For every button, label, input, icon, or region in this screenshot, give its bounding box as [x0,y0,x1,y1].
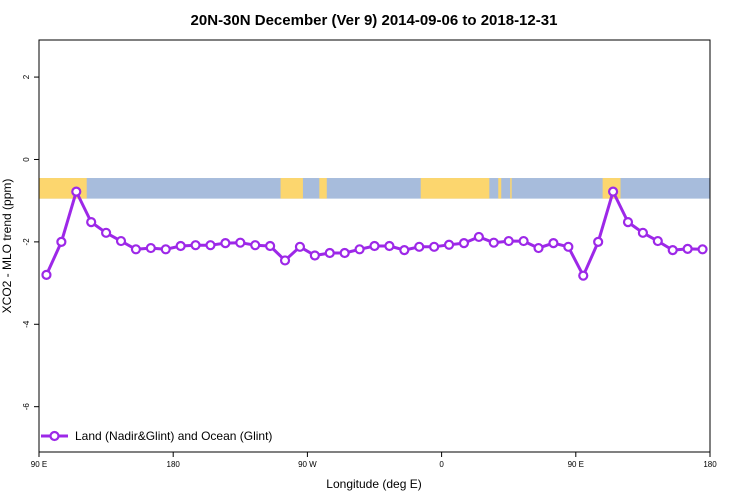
data-point [518,235,529,247]
series-group [41,186,708,281]
data-point [205,240,216,251]
data-point [503,235,514,247]
y-tick-label: 2 [22,74,31,79]
legend-label: Land (Nadir&Glint) and Ocean (Glint) [75,429,272,443]
data-point [578,270,589,281]
series-line [45,190,703,278]
data-point [265,240,276,252]
y-tick-label: -2 [22,238,31,246]
x-tick-label: 0 [439,460,444,469]
y-axis: 2 0 -2 -4 -6 [22,74,39,410]
data-point [100,227,112,238]
land-band-4 [498,178,502,199]
data-point [384,240,395,252]
data-point [145,242,156,254]
data-point [637,227,649,238]
data-point [309,250,320,261]
y-tick-label: -6 [22,403,31,411]
chart-title: 20N-30N December (Ver 9) 2014-09-06 to 2… [191,12,558,29]
plot-frame [38,39,711,453]
data-point [399,245,410,256]
data-point [190,240,201,251]
data-point [533,242,544,254]
data-point [41,269,52,280]
land-ocean-strip [39,178,710,199]
data-point [488,237,499,248]
x-tick-label: 180 [703,460,717,469]
data-point [652,235,663,247]
data-point [429,241,440,252]
data-point [294,241,306,252]
data-point [593,236,604,247]
data-point [622,217,634,228]
data-point [339,247,350,259]
y-tick-label: 0 [22,157,31,162]
land-band-3 [420,178,490,199]
data-point [548,238,559,249]
data-point [458,238,470,249]
data-point [563,241,574,252]
data-point [71,186,82,197]
data-point [130,244,142,255]
x-axis: 90 E 180 90 W 0 90 E 180 [31,452,717,469]
data-point [250,240,261,251]
data-point [473,231,484,243]
y-tick-label: -4 [22,320,31,328]
x-tick-label: 90 W [298,460,317,469]
x-axis-label: Longitude (deg E) [326,477,421,491]
legend-marker-swatch [49,430,60,442]
data-point [115,235,127,247]
data-point [607,186,619,197]
data-point [369,240,380,252]
legend: Land (Nadir&Glint) and Ocean (Glint) [41,429,272,443]
ocean-band [39,178,710,199]
data-point [443,239,455,250]
data-point [324,247,335,259]
data-point [160,244,171,255]
data-point [279,255,291,266]
land-band-2 [319,178,327,199]
x-tick-label: 90 E [31,460,47,469]
data-point [682,243,693,254]
land-band-5 [510,178,512,199]
x-tick-label: 90 E [568,460,584,469]
data-point [354,244,365,255]
data-point [667,245,678,256]
data-point [175,240,186,252]
data-point [697,244,708,255]
land-band-1 [280,178,303,199]
data-point [220,238,231,249]
data-point [56,236,67,247]
y-axis-label: XCO2 - MLO trend (ppm) [0,179,14,314]
data-point [235,237,246,248]
data-point [414,241,425,252]
data-point [86,217,97,228]
x-tick-label: 180 [167,460,181,469]
